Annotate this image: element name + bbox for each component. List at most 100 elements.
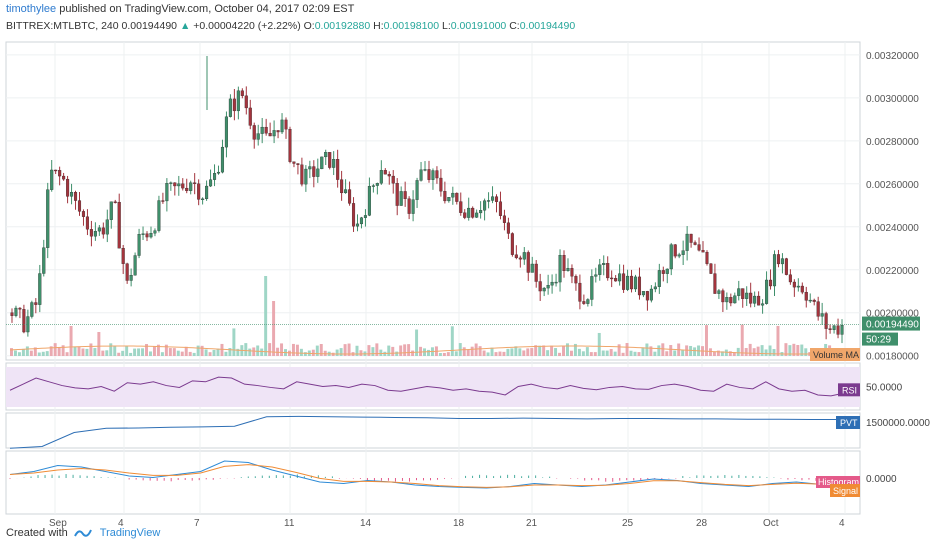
candle-body bbox=[62, 175, 66, 180]
candle-body bbox=[129, 274, 133, 281]
volume-bar bbox=[792, 343, 796, 356]
volume-bar bbox=[689, 345, 693, 356]
candle-body bbox=[81, 211, 86, 217]
volume-bar bbox=[438, 352, 442, 356]
volume-bar bbox=[712, 351, 716, 356]
volume-bar bbox=[649, 346, 653, 356]
volume-bar bbox=[716, 350, 720, 356]
candle-body bbox=[705, 251, 709, 264]
volume-bar bbox=[427, 349, 430, 356]
volume-bar bbox=[411, 350, 415, 356]
candle-body bbox=[455, 192, 459, 202]
pvt-label: PVT bbox=[840, 418, 858, 428]
candle-body bbox=[574, 276, 578, 284]
candle-body bbox=[181, 183, 185, 189]
candle-body bbox=[824, 313, 828, 329]
candle-body bbox=[161, 200, 165, 202]
volume-bar bbox=[562, 345, 565, 356]
signal-line bbox=[9, 464, 845, 488]
candle-body bbox=[494, 196, 499, 202]
candle-body bbox=[149, 233, 153, 238]
candle-body bbox=[220, 146, 225, 173]
candle-body bbox=[42, 247, 46, 274]
volume-bar bbox=[343, 344, 347, 356]
tradingview-link[interactable]: TradingView bbox=[99, 527, 161, 539]
volume-bar bbox=[371, 347, 375, 356]
x-tick-label: 21 bbox=[526, 518, 538, 529]
volume-bar bbox=[419, 346, 423, 356]
volume-bar bbox=[387, 345, 391, 356]
candle-body bbox=[133, 255, 137, 276]
volume-bar bbox=[645, 343, 649, 356]
volume-bar bbox=[391, 346, 395, 356]
candle-body bbox=[804, 291, 808, 301]
volume-bar bbox=[264, 276, 268, 356]
volume-bar bbox=[708, 348, 712, 356]
candle-body bbox=[614, 278, 618, 282]
close-label: C: bbox=[509, 20, 520, 32]
candle-body bbox=[542, 287, 546, 292]
volume-bar bbox=[89, 343, 93, 356]
volume-bar bbox=[748, 343, 752, 356]
candle-body bbox=[304, 168, 308, 185]
candle-body bbox=[77, 200, 82, 212]
candle-body bbox=[73, 192, 78, 201]
volume-bar bbox=[248, 348, 252, 356]
volume-bar bbox=[21, 348, 25, 356]
volume-bar bbox=[788, 345, 792, 356]
candle-body bbox=[340, 179, 344, 194]
volume-bar bbox=[776, 325, 780, 356]
author-link[interactable]: timothylee bbox=[6, 3, 57, 15]
candle-body bbox=[97, 227, 101, 232]
volume-bar bbox=[315, 345, 319, 356]
volume-bar bbox=[641, 347, 645, 356]
candle-body bbox=[193, 182, 197, 184]
volume-bar bbox=[303, 352, 307, 356]
volume-bar bbox=[657, 345, 661, 356]
candle-body bbox=[681, 250, 685, 255]
last-price-label: 0.00194490 bbox=[866, 320, 919, 331]
volume-bar bbox=[85, 348, 89, 356]
candle-body bbox=[423, 169, 427, 171]
candle-body bbox=[189, 182, 193, 191]
volume-bar bbox=[45, 351, 49, 356]
volume-bar bbox=[566, 343, 569, 356]
candle-body bbox=[375, 183, 379, 186]
volume-bar bbox=[522, 350, 526, 356]
candle-body bbox=[216, 171, 221, 174]
candle-body bbox=[292, 161, 296, 164]
candle-body bbox=[371, 185, 375, 187]
volume-bar bbox=[137, 348, 141, 356]
rsi-label: RSI bbox=[842, 385, 857, 395]
y-tick-label: 0.00180000 bbox=[866, 352, 919, 363]
volume-bar bbox=[538, 345, 542, 356]
volume-bar bbox=[49, 346, 53, 356]
candle-body bbox=[268, 133, 272, 137]
x-tick-label: 4 bbox=[839, 518, 845, 529]
volume-bar bbox=[156, 344, 160, 356]
candle-body bbox=[471, 207, 475, 218]
volume-bar bbox=[200, 345, 204, 356]
volume-bar bbox=[669, 345, 673, 356]
candle-body bbox=[693, 242, 697, 245]
candle-body bbox=[590, 276, 594, 300]
volume-bar bbox=[756, 346, 760, 356]
volume-bar bbox=[168, 348, 172, 356]
candle-body bbox=[637, 276, 642, 296]
candle-body bbox=[201, 198, 205, 201]
volume-bar bbox=[212, 349, 216, 356]
volume-bar bbox=[732, 352, 736, 356]
volume-bar bbox=[534, 345, 538, 356]
volume-bar bbox=[180, 351, 184, 356]
candle-body bbox=[296, 163, 300, 165]
y-tick-label: 0.00280000 bbox=[866, 137, 919, 148]
candle-body bbox=[828, 328, 832, 330]
y-tick-label: 0.00200000 bbox=[866, 309, 919, 320]
candle-body bbox=[121, 247, 125, 264]
volume-bar bbox=[33, 347, 37, 356]
candle-body bbox=[153, 230, 157, 234]
volume-bar bbox=[176, 350, 180, 356]
volume-bar bbox=[601, 350, 605, 356]
volume-bar bbox=[121, 350, 125, 356]
